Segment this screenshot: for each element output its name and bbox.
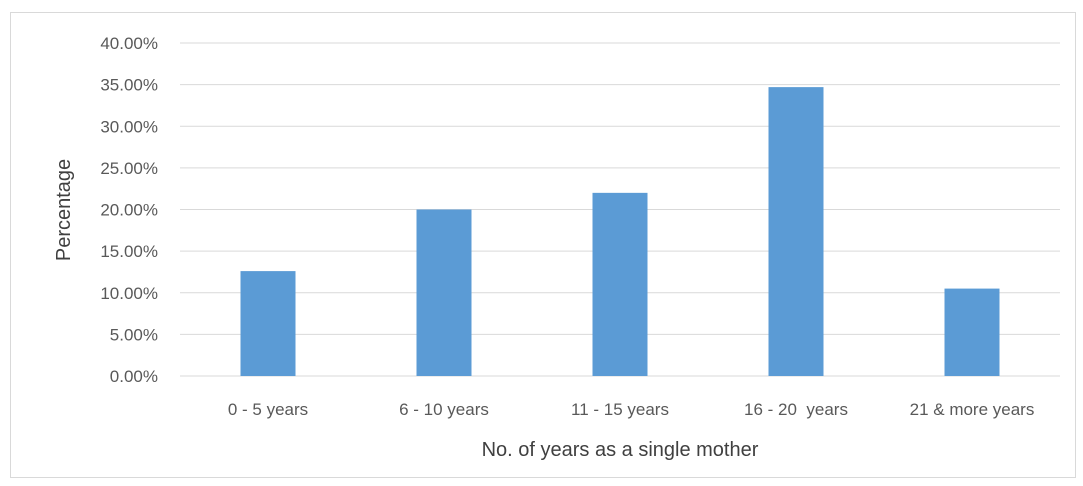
x-tick-label: 11 - 15 years	[571, 400, 669, 419]
y-axis-title: Percentage	[53, 159, 75, 261]
bar	[944, 288, 1000, 376]
bar	[768, 87, 824, 376]
y-tick-label: 10.00%	[100, 284, 158, 303]
x-tick-label: 6 - 10 years	[399, 400, 489, 419]
y-tick-label: 20.00%	[100, 201, 158, 220]
y-tick-label: 0.00%	[110, 367, 158, 386]
x-tick-label: 16 - 20 years	[744, 400, 848, 419]
y-tick-label: 30.00%	[100, 117, 158, 136]
bar	[416, 209, 472, 376]
x-axis-title: No. of years as a single mother	[482, 439, 759, 461]
chart-frame	[10, 12, 1076, 478]
bar	[592, 192, 648, 376]
y-tick-label: 35.00%	[100, 76, 158, 95]
gridlines	[180, 42, 1060, 377]
x-tick-label: 0 - 5 years	[228, 400, 308, 419]
bar	[240, 271, 296, 376]
y-tick-label: 5.00%	[110, 325, 158, 344]
x-tick-labels: 0 - 5 years 6 - 10 years 11 - 15 years 16 -…	[228, 400, 1035, 419]
y-tick-label: 25.00%	[100, 159, 158, 178]
x-tick-label: 21 & more years	[910, 400, 1035, 419]
y-tick-label: 40.00%	[100, 34, 158, 53]
y-tick-labels: 0.00% 5.00% 10.00% 15.00% 20.00% 25.00% 30.00%…	[100, 34, 158, 386]
bars	[240, 87, 1000, 376]
y-tick-label: 15.00%	[100, 242, 158, 261]
